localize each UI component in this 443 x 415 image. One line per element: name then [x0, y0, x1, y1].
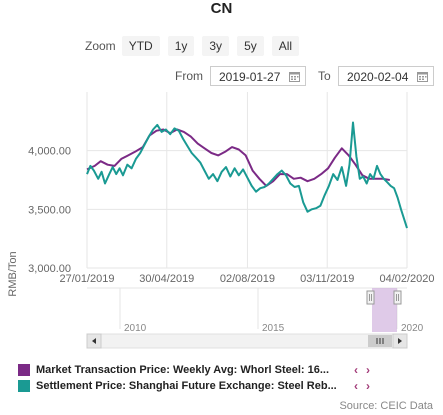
to-date-input[interactable]: 2020-02-04: [338, 66, 434, 86]
line-chart: 4,000.00 3,500.00 3,000.00 27/01/2019 30/04…: [7, 92, 435, 349]
legend-pager[interactable]: ‹ ›: [350, 363, 376, 377]
y-axis-tick-labels: 4,000.00 3,500.00 3,000.00: [28, 146, 71, 275]
navigator-label: 2010: [124, 323, 147, 334]
from-date-input[interactable]: 2019-01-27: [210, 66, 306, 86]
scrollbar[interactable]: [86, 333, 408, 349]
chevron-right-icon[interactable]: ›: [366, 379, 370, 393]
zoom-ytd-button[interactable]: YTD: [121, 36, 160, 56]
scroll-left-arrow-icon: [92, 338, 96, 344]
chart-title: CN: [210, 0, 233, 17]
calendar-icon[interactable]: [417, 71, 428, 82]
source-credit: Source: CEIC Data: [339, 400, 433, 412]
navigator-selected-range[interactable]: [372, 288, 397, 332]
navigator-right-handle[interactable]: [393, 290, 402, 305]
to-date-value: 2020-02-04: [347, 70, 409, 84]
series-lines: [86, 121, 408, 229]
zoom-3y-button[interactable]: 3y: [202, 36, 230, 56]
x-tick-label: 03/11/2019: [300, 273, 354, 285]
x-tick-label: 30/04/2019: [139, 273, 194, 285]
scrollbar-track[interactable]: [86, 333, 408, 349]
navigator[interactable]: 2010 2015 2020: [87, 287, 424, 338]
chevron-left-icon[interactable]: ‹: [354, 363, 358, 377]
legend-label: Market Transaction Price: Weekly Avg: Wh…: [36, 364, 330, 376]
series-line-settlement-price: [86, 121, 408, 229]
from-date-value: 2019-01-27: [219, 70, 281, 84]
calendar-icon[interactable]: [289, 71, 300, 82]
x-tick-label: 02/08/2019: [220, 273, 275, 285]
x-tick-label: 27/01/2019: [59, 273, 114, 285]
date-range-selector: From 2019-01-27 To 2020-02-04: [0, 66, 443, 88]
y-tick-label: 4,000.00: [28, 146, 71, 158]
legend-label: Settlement Price: Shanghai Future Exchan…: [36, 380, 337, 392]
navigator-label: 2015: [262, 323, 285, 334]
zoom-5y-button[interactable]: 5y: [237, 36, 264, 56]
zoom-label: Zoom: [85, 39, 116, 53]
zoom-all-button[interactable]: All: [271, 36, 300, 56]
navigator-label: 2020: [401, 323, 424, 334]
series-line-market-price: [86, 128, 390, 187]
y-tick-label: 3,500.00: [28, 204, 71, 216]
grid-lines: [86, 92, 408, 269]
scroll-right-arrow-icon: [398, 338, 402, 344]
x-axis-tick-labels: 27/01/2019 30/04/2019 02/08/2019 03/11/2019…: [59, 273, 434, 285]
navigator-background: [87, 288, 407, 338]
to-label: To: [318, 69, 331, 83]
zoom-1y-button[interactable]: 1y: [167, 36, 195, 56]
x-tick-label: 04/02/2020: [379, 273, 434, 285]
zoom-controls: Zoom YTD 1y 3y 5y All: [85, 36, 307, 56]
y-axis-label: RMB/Ton: [7, 251, 19, 296]
y-tick-label: 3,000.00: [28, 263, 71, 275]
chevron-right-icon[interactable]: ›: [366, 363, 370, 377]
navigator-left-handle[interactable]: [366, 290, 375, 305]
from-label: From: [175, 69, 203, 83]
legend-swatch: [18, 364, 30, 376]
legend-pager[interactable]: ‹ ›: [350, 379, 376, 393]
legend-swatch: [18, 380, 30, 392]
chevron-left-icon[interactable]: ‹: [354, 379, 358, 393]
